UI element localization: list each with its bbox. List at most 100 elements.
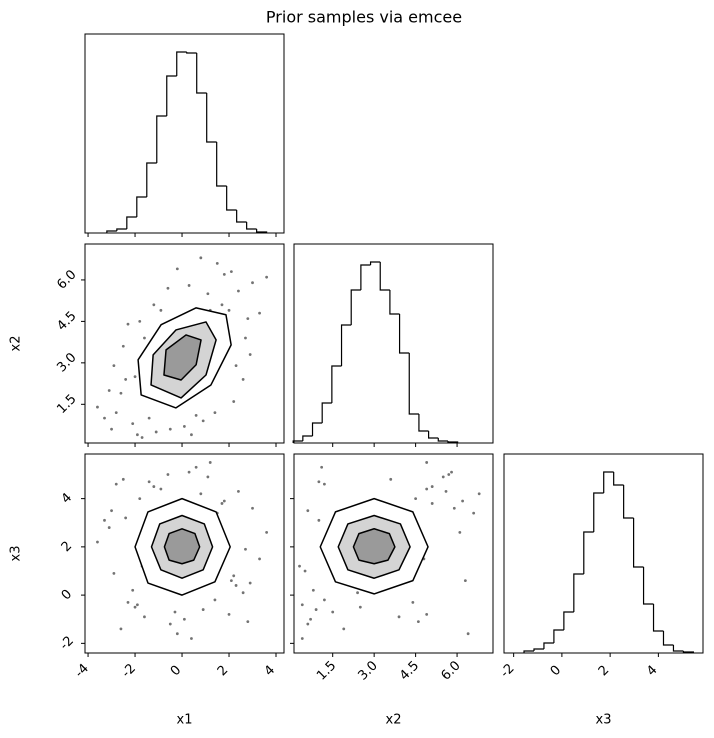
histogram-bin	[408, 353, 419, 415]
x-tick-label: 6.0	[438, 658, 463, 683]
panel-frame	[84, 453, 285, 654]
y-axis-label: x2	[9, 336, 24, 352]
sample-point	[477, 492, 481, 496]
x-axis-label: x2	[386, 713, 402, 728]
x-tick-label: -4	[72, 661, 92, 681]
histogram-bin	[331, 365, 342, 403]
sample-point	[237, 489, 240, 493]
sample-point	[182, 425, 186, 428]
histogram-bin	[652, 604, 664, 632]
sample-point	[143, 615, 146, 619]
histogram-bin	[116, 228, 127, 231]
histogram-bin	[553, 629, 564, 643]
sample-point	[166, 286, 170, 290]
sample-point	[114, 411, 118, 414]
sample-point	[199, 492, 203, 496]
sample-point	[227, 613, 231, 616]
histogram-bin	[672, 645, 684, 652]
y-tick-label: 3.0	[54, 350, 79, 375]
sample-point	[135, 433, 139, 437]
sample-point	[213, 598, 217, 602]
sample-point	[194, 465, 198, 469]
sample-point	[131, 588, 135, 592]
panel-frame	[84, 243, 285, 444]
histogram-bin	[136, 196, 147, 217]
sample-point	[194, 413, 198, 417]
sample-point	[147, 416, 151, 420]
histogram-bin	[389, 290, 400, 315]
histogram-bin	[146, 162, 157, 197]
contour	[163, 528, 201, 565]
sample-point	[187, 284, 191, 287]
sample-point	[241, 378, 245, 381]
sample-point	[107, 389, 111, 392]
sample-point	[138, 497, 142, 501]
sample-point	[154, 430, 158, 434]
sample-point	[190, 637, 193, 640]
histogram-bin	[156, 115, 167, 163]
sample-point	[126, 600, 130, 604]
contour	[352, 528, 396, 565]
x-tick-label: -2	[119, 661, 139, 681]
x-axis-label: x3	[596, 713, 612, 728]
sample-point	[331, 610, 335, 614]
histogram-bin	[302, 435, 313, 441]
sample-point	[306, 509, 310, 513]
histogram-bin	[642, 567, 654, 605]
sample-point	[208, 461, 212, 464]
sample-point	[222, 499, 226, 503]
histogram-bin	[126, 216, 137, 229]
sample-point	[430, 502, 434, 505]
sample-point	[241, 591, 245, 595]
sample-point	[450, 470, 453, 474]
sample-point	[258, 557, 261, 561]
sample-point	[244, 547, 247, 551]
histogram-bin	[196, 53, 207, 94]
histogram-bin	[573, 573, 584, 612]
sample-point	[300, 637, 304, 640]
y-tick-label: -2	[57, 633, 77, 653]
x-tick-label: 4	[262, 663, 278, 679]
sample-point	[114, 482, 118, 486]
sample-point	[187, 470, 191, 474]
sample-point	[416, 620, 420, 624]
sample-point	[206, 292, 210, 296]
y-axis-label: x3	[9, 546, 24, 562]
histogram-bin	[613, 472, 624, 486]
sample-point	[444, 489, 448, 493]
sample-point	[166, 473, 170, 476]
histogram-bin	[292, 440, 303, 443]
sample-point	[234, 364, 238, 368]
x-tick-label: 2	[215, 663, 231, 679]
sample-point	[168, 622, 172, 626]
x-tick-label: 0	[548, 663, 564, 679]
histogram-bin	[360, 264, 371, 290]
sample-point	[397, 615, 401, 619]
sample-point	[303, 569, 307, 573]
sample-point	[201, 419, 205, 423]
sample-point	[251, 506, 254, 510]
x-tick-label: 3.0	[356, 658, 381, 683]
histogram-bin	[563, 611, 574, 630]
sample-point	[248, 353, 252, 356]
panel-frame	[84, 33, 285, 234]
sample-point	[425, 613, 429, 616]
histogram-bin	[593, 492, 604, 532]
histogram-bin	[533, 648, 544, 651]
sample-point	[414, 497, 418, 501]
sample-point	[265, 275, 269, 279]
sample-point	[112, 364, 116, 368]
histogram-bin	[633, 518, 644, 568]
sample-point	[112, 572, 116, 575]
sample-point	[131, 422, 135, 426]
y-tick-label: 4	[59, 490, 75, 506]
histogram-bin	[662, 631, 674, 646]
sample-point	[103, 518, 106, 522]
x-tick-label: 4.5	[397, 658, 422, 683]
sample-point	[124, 378, 128, 381]
sample-point	[121, 344, 125, 348]
sample-point	[463, 579, 467, 583]
sample-point	[298, 564, 301, 568]
histogram-bin	[437, 438, 448, 442]
sample-point	[356, 591, 359, 595]
